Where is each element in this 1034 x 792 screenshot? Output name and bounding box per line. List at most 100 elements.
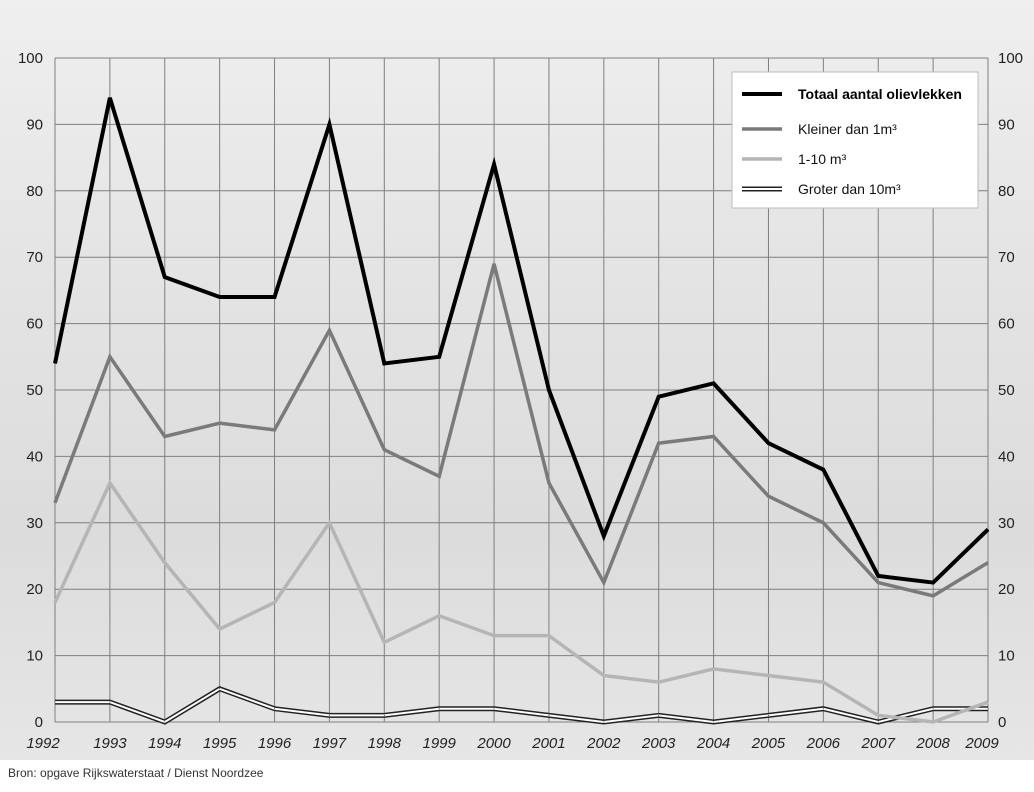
legend-label: Kleiner dan 1m³ [798,121,897,137]
data-point [54,502,56,504]
legend-label: Totaal aantal olievlekken [798,86,962,102]
data-point [328,714,330,716]
x-tick-label: 1992 [26,735,60,752]
data-point [164,721,166,723]
data-point [383,641,385,643]
x-tick-label: 2001 [531,735,565,752]
data-point [932,708,934,710]
data-point [54,701,56,703]
y-tick-label-left: 0 [35,714,43,731]
y-tick-label-left: 90 [26,116,43,133]
x-tick-label: 2002 [586,735,621,752]
x-tick-label: 2008 [915,735,950,752]
data-point [932,721,934,723]
y-tick-label-right: 0 [998,714,1006,731]
data-point [438,708,440,710]
data-point [987,701,989,703]
data-point [328,522,330,524]
y-tick-label-left: 20 [26,581,43,598]
x-tick-label: 2009 [964,735,999,752]
x-tick-label: 1996 [258,735,292,752]
data-point [219,296,221,298]
x-axis: 1992 1993 1994 1995 1996 1997 1998 1999 2000 2001… [26,735,999,752]
legend: Totaal aantal olievlekken Kleiner dan 1m³… [731,71,979,209]
data-point [438,475,440,477]
data-point [493,163,495,165]
data-point [383,362,385,364]
y-tick-label-right: 40 [998,448,1015,465]
data-point [877,582,879,584]
data-point [548,482,550,484]
y-tick-label-right: 20 [998,581,1015,598]
series-line-kleiner [53,263,989,598]
data-point [987,562,989,564]
y-axis-right: 0 10 20 30 40 50 60 70 80 90 100 [998,50,1023,731]
data-point [109,482,111,484]
y-tick-label-right: 10 [998,648,1015,665]
y-axis-left: 0 10 20 30 40 50 60 70 80 90 100 [18,50,43,731]
data-point [603,582,605,584]
y-tick-label-left: 100 [18,50,43,67]
data-point [767,714,769,716]
x-tick-label: 1995 [203,735,237,752]
y-tick-label-right: 30 [998,515,1015,532]
data-point [987,528,989,530]
y-tick-label-right: 90 [998,116,1015,133]
y-tick-label-right: 80 [998,183,1015,200]
data-point [603,535,605,537]
legend-label: Groter dan 10m³ [798,181,901,197]
x-tick-label: 2005 [751,735,786,752]
data-point [164,435,166,437]
data-point [767,675,769,677]
data-point [877,714,879,716]
data-point [822,708,824,710]
x-tick-label: 1997 [313,735,347,752]
data-point [219,628,221,630]
y-tick-label-right: 100 [998,50,1023,67]
data-point [493,635,495,637]
data-point [658,396,660,398]
data-point [274,296,276,298]
data-point [713,721,715,723]
y-tick-label-right: 50 [998,382,1015,399]
data-point [54,601,56,603]
data-point [877,721,879,723]
data-point [438,356,440,358]
data-point [328,123,330,125]
y-tick-label-left: 40 [26,448,43,465]
x-tick-label: 2006 [806,735,841,752]
data-point [822,522,824,524]
data-point [164,562,166,564]
x-tick-label: 1999 [422,735,456,752]
y-tick-label-right: 70 [998,249,1015,266]
y-tick-label-left: 10 [26,648,43,665]
data-point [274,601,276,603]
data-point [493,263,495,265]
data-point [109,701,111,703]
data-point [219,422,221,424]
y-tick-label-left: 60 [26,316,43,333]
data-point [767,442,769,444]
y-tick-label-left: 80 [26,183,43,200]
data-point [713,435,715,437]
data-point [932,595,934,597]
x-tick-label: 1993 [93,735,127,752]
data-point [274,708,276,710]
data-point [822,681,824,683]
data-point [219,688,221,690]
data-point [383,714,385,716]
data-point [658,714,660,716]
series-line-groter [55,687,988,724]
data-point [767,495,769,497]
x-tick-label: 1994 [148,735,181,752]
series-line-totaal [53,97,990,585]
data-point [548,389,550,391]
data-point [987,708,989,710]
y-tick-label-left: 50 [26,382,43,399]
data-point [548,635,550,637]
y-tick-label-left: 30 [26,515,43,532]
legend-label: 1-10 m³ [798,151,847,167]
data-point [54,362,56,364]
